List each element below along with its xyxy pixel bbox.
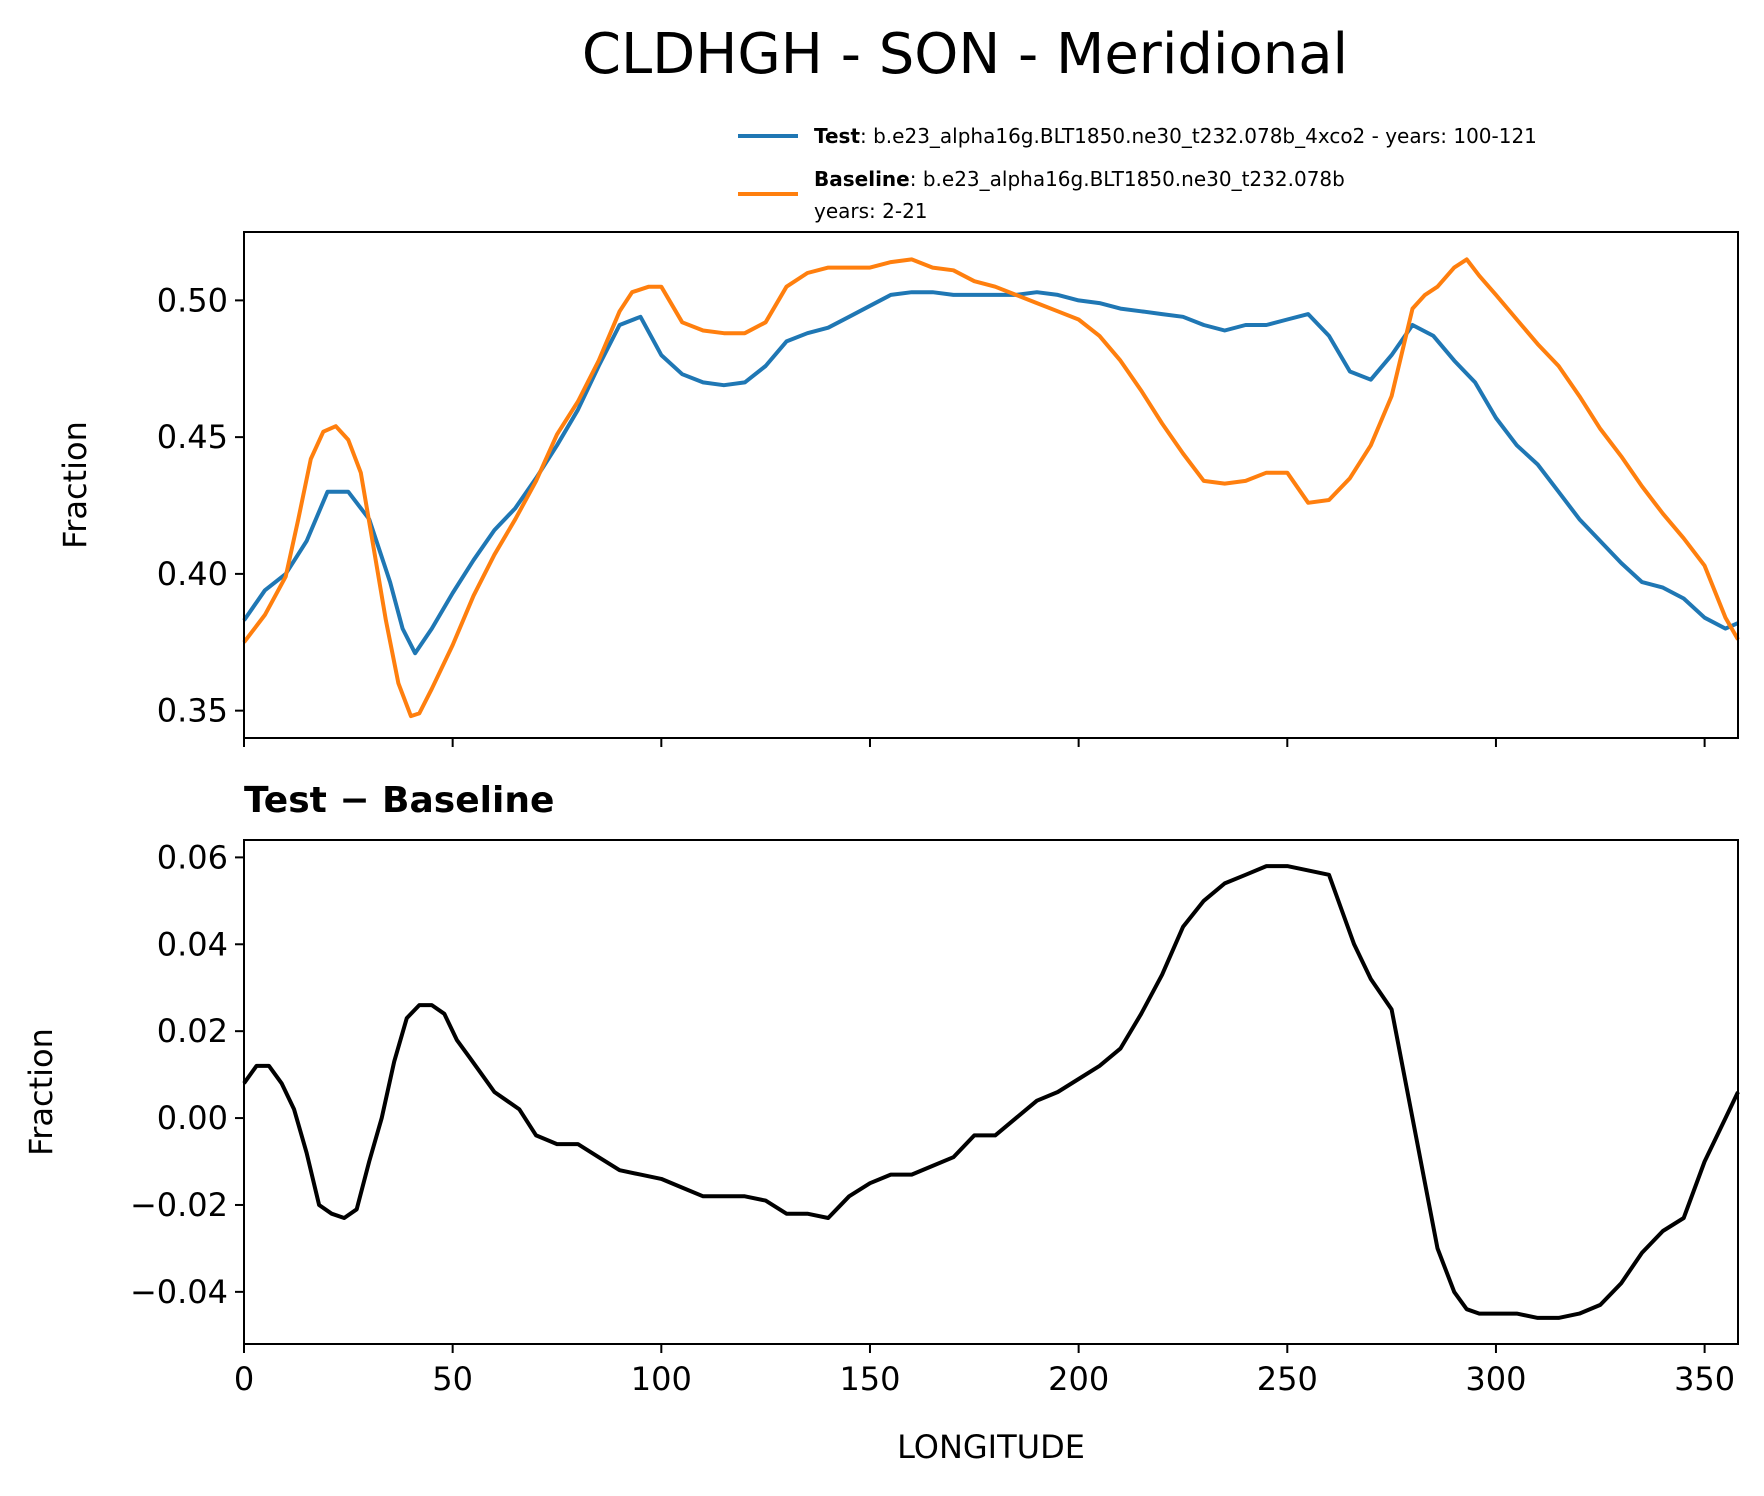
legend-baseline-desc: : b.e23_alpha16g.BLT1850.ne30_t232.078b	[910, 167, 1345, 191]
legend-baseline-years: years: 2-21	[814, 199, 928, 223]
top-series-line-baseline	[242, 257, 1740, 719]
bottom-panel: 0 50 100 150 200 250 300 350 −0.04 −0.02 0.00 0.02 0…	[22, 838, 1740, 1466]
legend-test-name: Test	[814, 124, 860, 148]
bottom-xtick-label: 350	[1674, 1360, 1735, 1398]
bottom-ytick-label: −0.02	[130, 1186, 228, 1224]
bottom-ytick-label: 0.02	[157, 1012, 228, 1050]
legend-baseline-name: Baseline	[814, 167, 910, 191]
legend: Test: b.e23_alpha16g.BLT1850.ne30_t232.0…	[738, 124, 1537, 223]
bottom-plot-frame	[243, 839, 1739, 1345]
bottom-ylabel: Fraction	[22, 1028, 60, 1156]
bottom-xtick-label: 200	[1048, 1360, 1109, 1398]
top-plot-frame	[243, 231, 1739, 739]
top-ylabel: Fraction	[56, 421, 94, 549]
legend-baseline-label: Baseline: b.e23_alpha16g.BLT1850.ne30_t2…	[814, 167, 1345, 191]
bottom-ytick-label: −0.04	[130, 1273, 228, 1311]
bottom-xtick-label: 300	[1465, 1360, 1526, 1398]
figure-title: CLDHGH - SON - Meridional	[582, 22, 1348, 87]
bottom-xtick-label: 100	[631, 1360, 692, 1398]
diff-panel-title: Test − Baseline	[244, 780, 554, 821]
bottom-xtick-label: 0	[234, 1360, 254, 1398]
bottom-ytick-label: 0.04	[157, 925, 228, 963]
bottom-xtick-label: 150	[839, 1360, 900, 1398]
bottom-xtick-label: 50	[432, 1360, 473, 1398]
top-ytick-label: 0.50	[157, 281, 228, 319]
top-ytick-label: 0.40	[157, 555, 228, 593]
bottom-ytick-label: 0.00	[157, 1099, 228, 1137]
top-series-line-test	[242, 290, 1739, 656]
bottom-xlabel: LONGITUDE	[897, 1428, 1085, 1466]
legend-test-desc: : b.e23_alpha16g.BLT1850.ne30_t232.078b_…	[860, 124, 1537, 148]
top-ytick-label: 0.35	[157, 692, 228, 730]
bottom-series-line-difference	[242, 864, 1740, 1320]
top-ytick-label: 0.45	[157, 418, 228, 456]
top-panel: 0.35 0.40 0.45 0.50 Fraction	[56, 231, 1740, 747]
legend-test-label: Test: b.e23_alpha16g.BLT1850.ne30_t232.0…	[814, 124, 1537, 148]
bottom-ytick-label: 0.06	[157, 838, 228, 876]
bottom-xtick-label: 250	[1257, 1360, 1318, 1398]
